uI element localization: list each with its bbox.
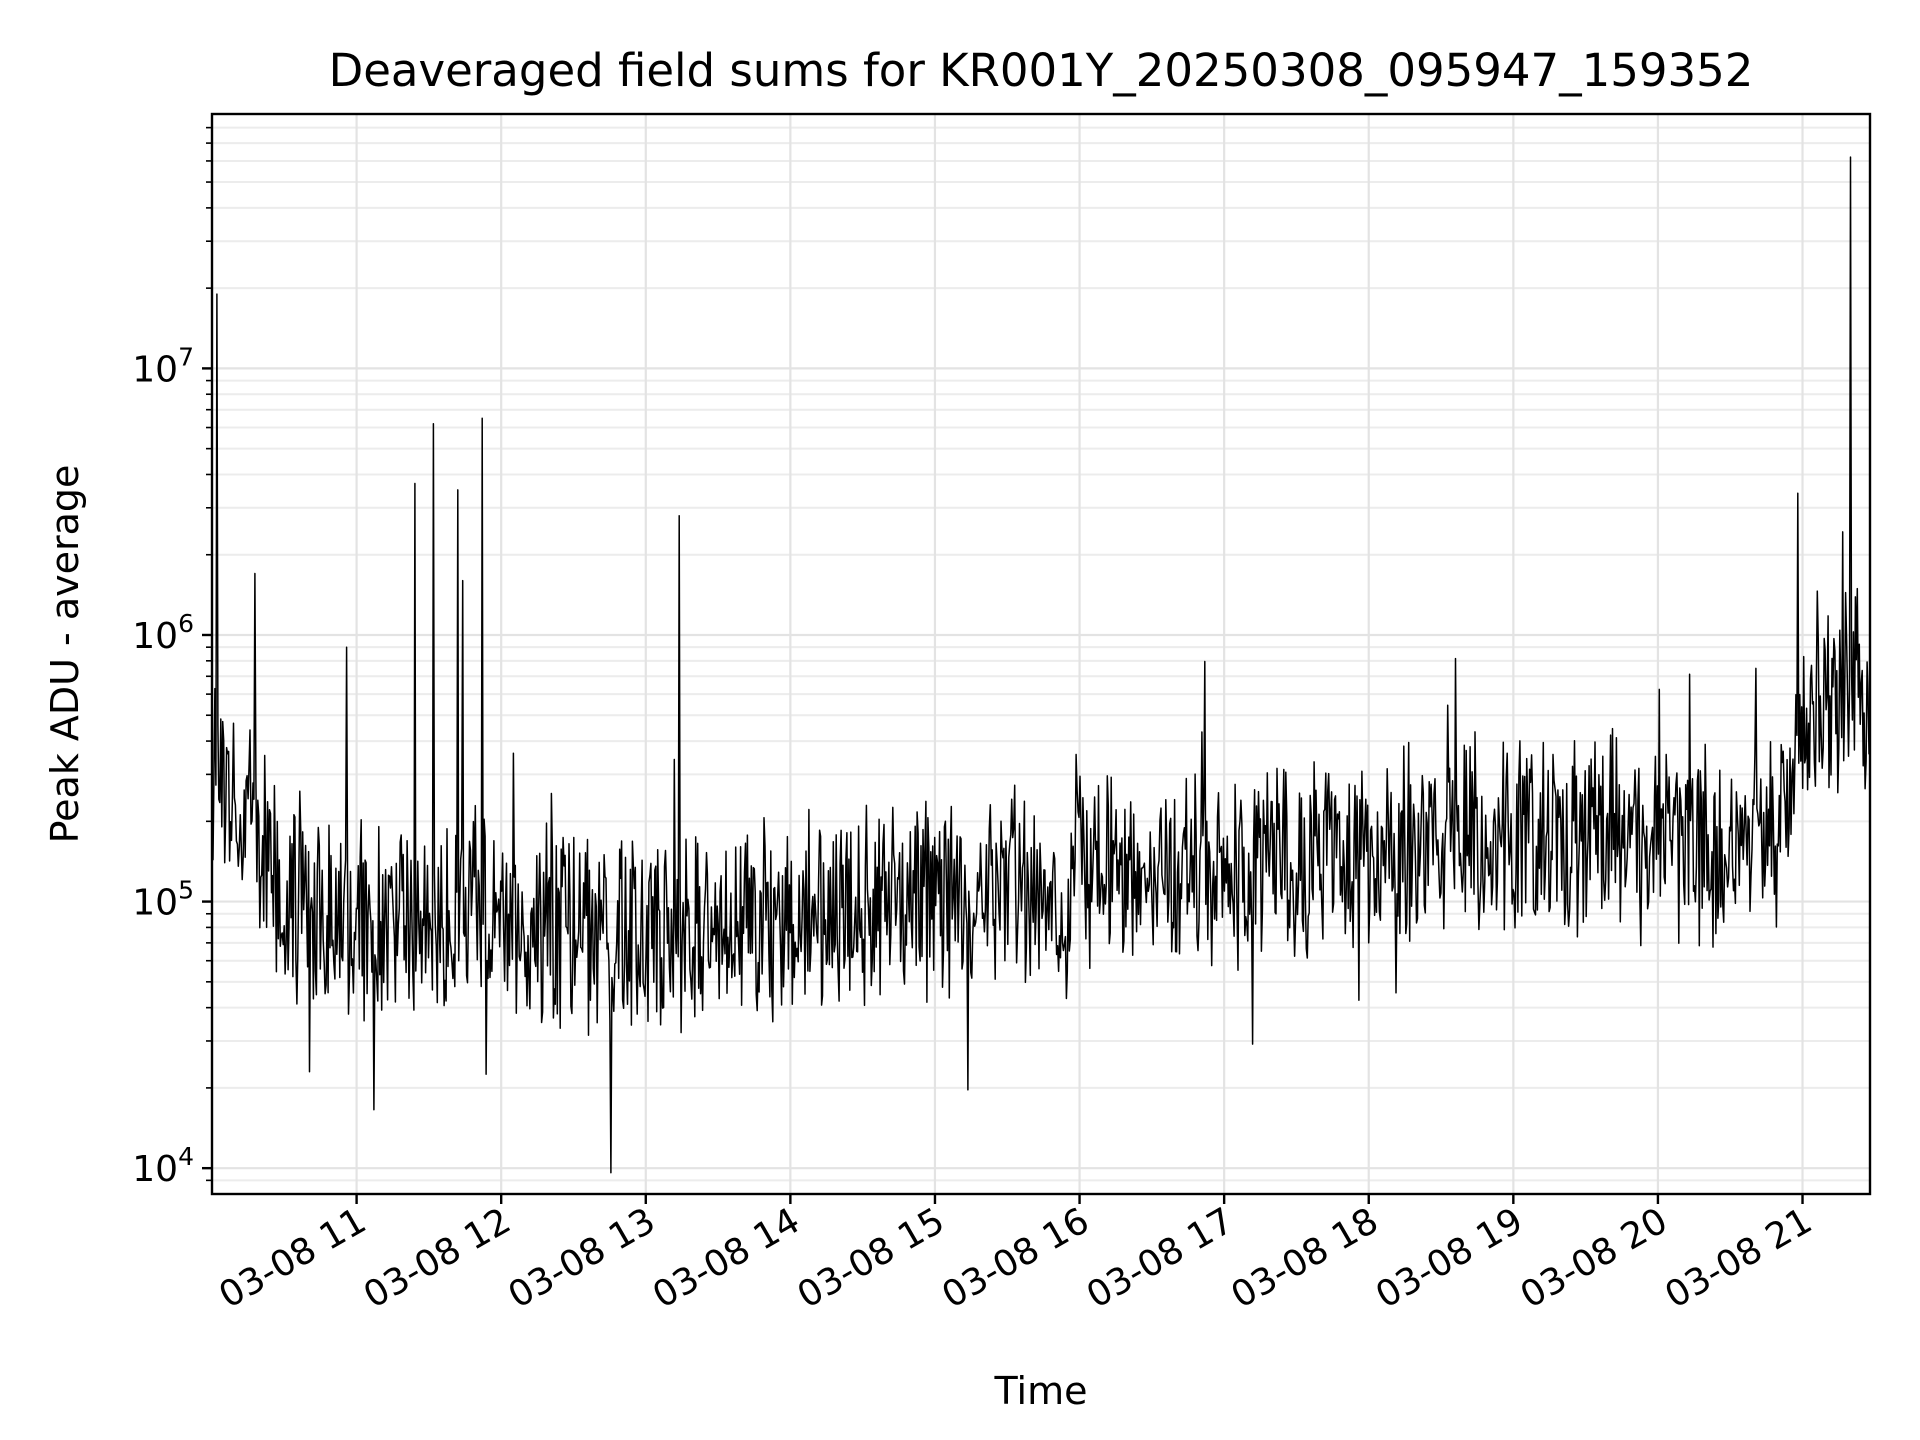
series-line — [211, 156, 1871, 1174]
series-layer — [211, 156, 1871, 1174]
y-axis-label: Peak ADU - average — [43, 465, 87, 844]
plot-frame — [210, 112, 1872, 1196]
y-tick-label: 104 — [132, 1142, 194, 1190]
y-tick-label: 105 — [132, 876, 194, 924]
x-axis-label: Time — [994, 1369, 1088, 1413]
y-tick-label: 107 — [132, 342, 194, 390]
grid — [212, 114, 1870, 1194]
chart-title: Deaveraged field sums for KR001Y_2025030… — [329, 44, 1754, 97]
y-tick-label: 106 — [132, 609, 194, 657]
